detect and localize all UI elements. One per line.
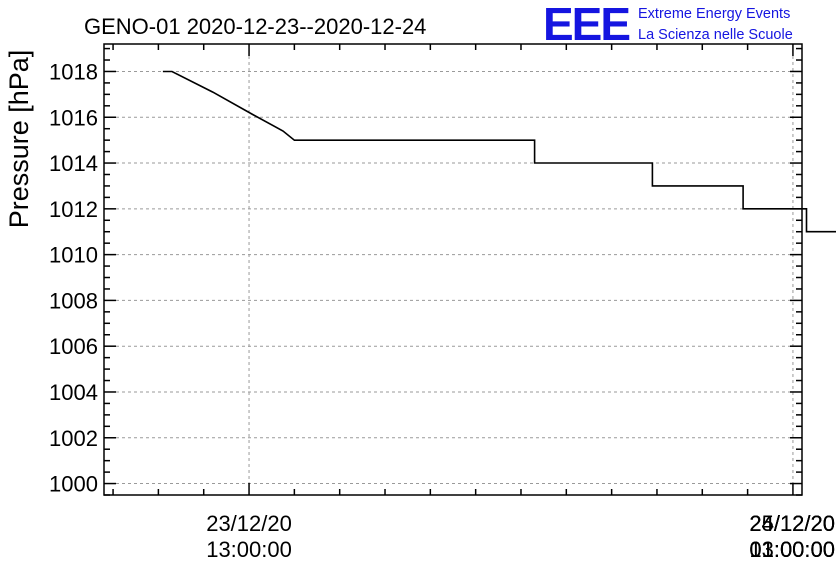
y-tick-label: 1018 (49, 59, 98, 84)
axis-ticks (104, 44, 802, 496)
pressure-line (162, 70, 836, 233)
y-tick-label: 1006 (49, 334, 98, 359)
x-tick-label-time: 01:00:00 (749, 537, 835, 562)
x-tick-label-time: 01:00:00 (749, 537, 835, 562)
logo-mark: EEE (543, 0, 629, 50)
y-tick-label: 1004 (49, 380, 98, 405)
series-layer (162, 70, 836, 233)
grid-lines (104, 44, 802, 495)
y-tick-label: 1014 (49, 151, 98, 176)
y-tick-label: 1016 (49, 105, 98, 130)
logo-line-2: La Scienza nelle Scuole (638, 27, 793, 43)
y-tick-label: 1002 (49, 426, 98, 451)
plot-frame (103, 43, 803, 496)
logo-line-1: Extreme Energy Events (638, 6, 790, 22)
y-tick-label: 1010 (49, 243, 98, 268)
eee-logo: EEE Extreme Energy Events La Scienza nel… (543, 0, 793, 50)
x-tick-label-time: 13:00:00 (206, 537, 292, 562)
x-tick-label-date: 23/12/20 (206, 511, 292, 536)
chart-title: GENO-01 2020-12-23--2020-12-24 (84, 14, 426, 39)
y-tick-label: 1000 (49, 472, 98, 497)
x-tick-label-date: 24/12/20 (749, 511, 835, 536)
tick-labels: 1000 1002 1004 1006 1008 1010 1012 1014 1016 1018… (49, 59, 835, 562)
y-tick-label: 1012 (49, 197, 98, 222)
x-tick-label-date: 24/12/20 (749, 511, 835, 536)
x-tick-label-time: 13:00:00 (749, 537, 835, 562)
y-tick-label: 1008 (49, 288, 98, 313)
y-axis-label: Pressure [hPa] (4, 50, 34, 229)
x-tick-label-date: 25/12/20 (749, 511, 835, 536)
